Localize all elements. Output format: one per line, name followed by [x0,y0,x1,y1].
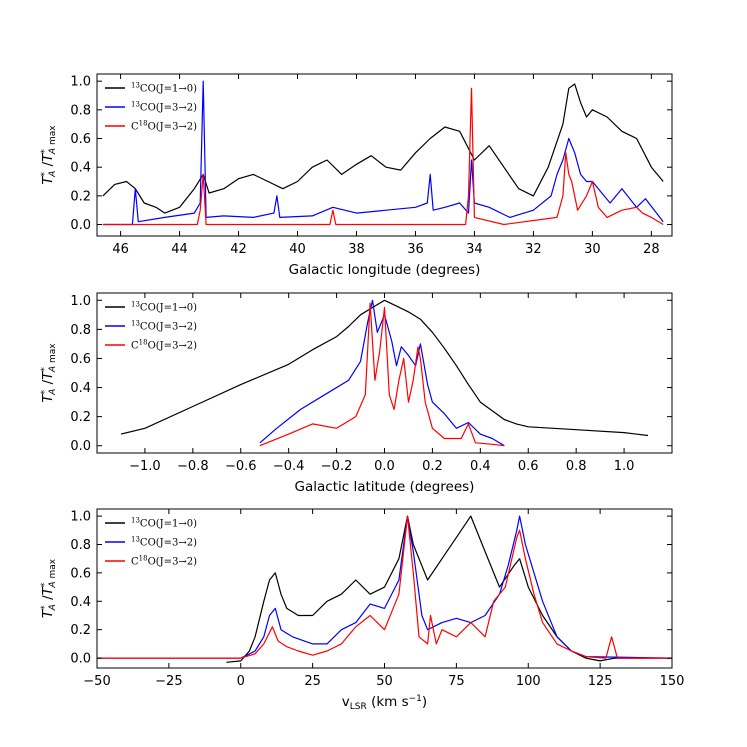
x-tick-label: 32 [525,242,542,257]
x-tick-label: 46 [112,242,129,257]
y-axis-label: T*A /T*A max [40,343,58,403]
x-tick-label: −50 [83,674,110,689]
x-tick-label: 28 [643,242,660,257]
plot-frame [96,73,673,237]
x-tick-label: 36 [407,242,424,257]
series-line-2 [259,299,505,447]
x-tick-label: 0.8 [566,459,587,474]
series-line-3 [97,515,672,659]
y-axis-label: T*A /T*A max [40,558,58,618]
series-line-1 [120,299,649,437]
x-tick-label: 0 [237,674,245,689]
x-tick-label: 44 [171,242,188,257]
y-tick-label: 0.2 [70,623,91,638]
x-tick-label: 150 [660,674,685,689]
y-tick-label: 0.6 [70,566,91,581]
y-tick-label: 0.0 [70,218,91,233]
x-tick-label: −0.4 [273,459,305,474]
x-tick-label: 42 [230,242,247,257]
x-tick-label: 100 [516,674,541,689]
x-tick-label: 0.2 [422,459,443,474]
y-tick-label: 1.0 [70,510,91,525]
series-line-3 [259,302,505,447]
plot-frame [96,508,673,669]
legend-label: 13CO(J=1→0) [131,517,197,530]
series-line-1 [226,515,672,663]
y-tick-label: 0.8 [70,103,91,118]
x-axis-label: Galactic longitude (degrees) [289,262,481,278]
x-tick-label: 25 [304,674,321,689]
y-tick-label: 0.6 [70,132,91,147]
series-line-2 [97,515,673,659]
x-tick-label: 0.6 [518,459,539,474]
y-tick-label: 0.8 [70,538,91,553]
x-axis-label: vLSR (km s−1) [342,694,427,712]
series-line-1 [102,83,664,214]
x-tick-label: 50 [376,674,393,689]
legend-label: C18O(J=3→2) [131,120,197,133]
series-line-3 [102,87,664,226]
x-tick-label: 1.0 [614,459,635,474]
legend-label: C18O(J=3→2) [131,339,197,352]
series-line-2 [102,80,664,226]
x-tick-label: 0.0 [374,459,395,474]
y-tick-label: 0.0 [70,652,91,667]
x-tick-label: −0.2 [321,459,353,474]
y-tick-label: 0.2 [70,410,91,425]
x-tick-label: −0.6 [225,459,257,474]
x-axis-label: Galactic latitude (degrees) [295,479,475,495]
chart-panel-3: −50 −25 0 25 50 75 100 125 150 0.0 0.2 0.4 0.6 0.8 1.0… [40,508,685,712]
chart-panel-1: 46 44 42 40 38 36 34 32 30 28 0.0 0.2 0.4 0.6 0.8 1.0 Ga… [40,73,673,278]
x-tick-label: 30 [584,242,601,257]
x-tick-label: 40 [289,242,306,257]
y-tick-label: 0.6 [70,352,91,367]
x-tick-label: 0.4 [470,459,491,474]
x-tick-label: 125 [588,674,613,689]
x-tick-label: −0.8 [177,459,209,474]
legend: 13CO(J=1→0) 13CO(J=3→2) C18O(J=3→2) [105,301,197,352]
y-tick-label: 1.0 [70,75,91,90]
x-tick-label: 75 [448,674,465,689]
y-tick-label: 0.4 [70,595,91,610]
chart-panel-2: −1.0 −0.8 −0.6 −0.4 −0.2 0.0 0.2 0.4 0.6 0.8 1.0 0.… [40,292,673,495]
y-tick-label: 0.8 [70,323,91,338]
x-tick-label: −1.0 [129,459,161,474]
y-tick-label: 0.4 [70,381,91,396]
legend: 13CO(J=1→0) 13CO(J=3→2) C18O(J=3→2) [105,82,197,133]
y-tick-label: 0.4 [70,161,91,176]
x-tick-label: 38 [348,242,365,257]
legend-label: 13CO(J=1→0) [131,301,197,314]
legend-label: 13CO(J=1→0) [131,82,197,95]
x-tick-label: −25 [155,674,182,689]
legend-label: C18O(J=3→2) [131,555,197,568]
legend: 13CO(J=1→0) 13CO(J=3→2) C18O(J=3→2) [105,517,197,568]
x-tick-label: 34 [466,242,483,257]
y-tick-label: 0.0 [70,439,91,454]
y-tick-label: 0.2 [70,189,91,204]
y-tick-label: 1.0 [70,294,91,309]
legend-label: 13CO(J=3→2) [131,320,197,333]
legend-label: 13CO(J=3→2) [131,101,197,114]
y-axis-label: T*A /T*A max [40,125,58,185]
legend-label: 13CO(J=3→2) [131,536,197,549]
